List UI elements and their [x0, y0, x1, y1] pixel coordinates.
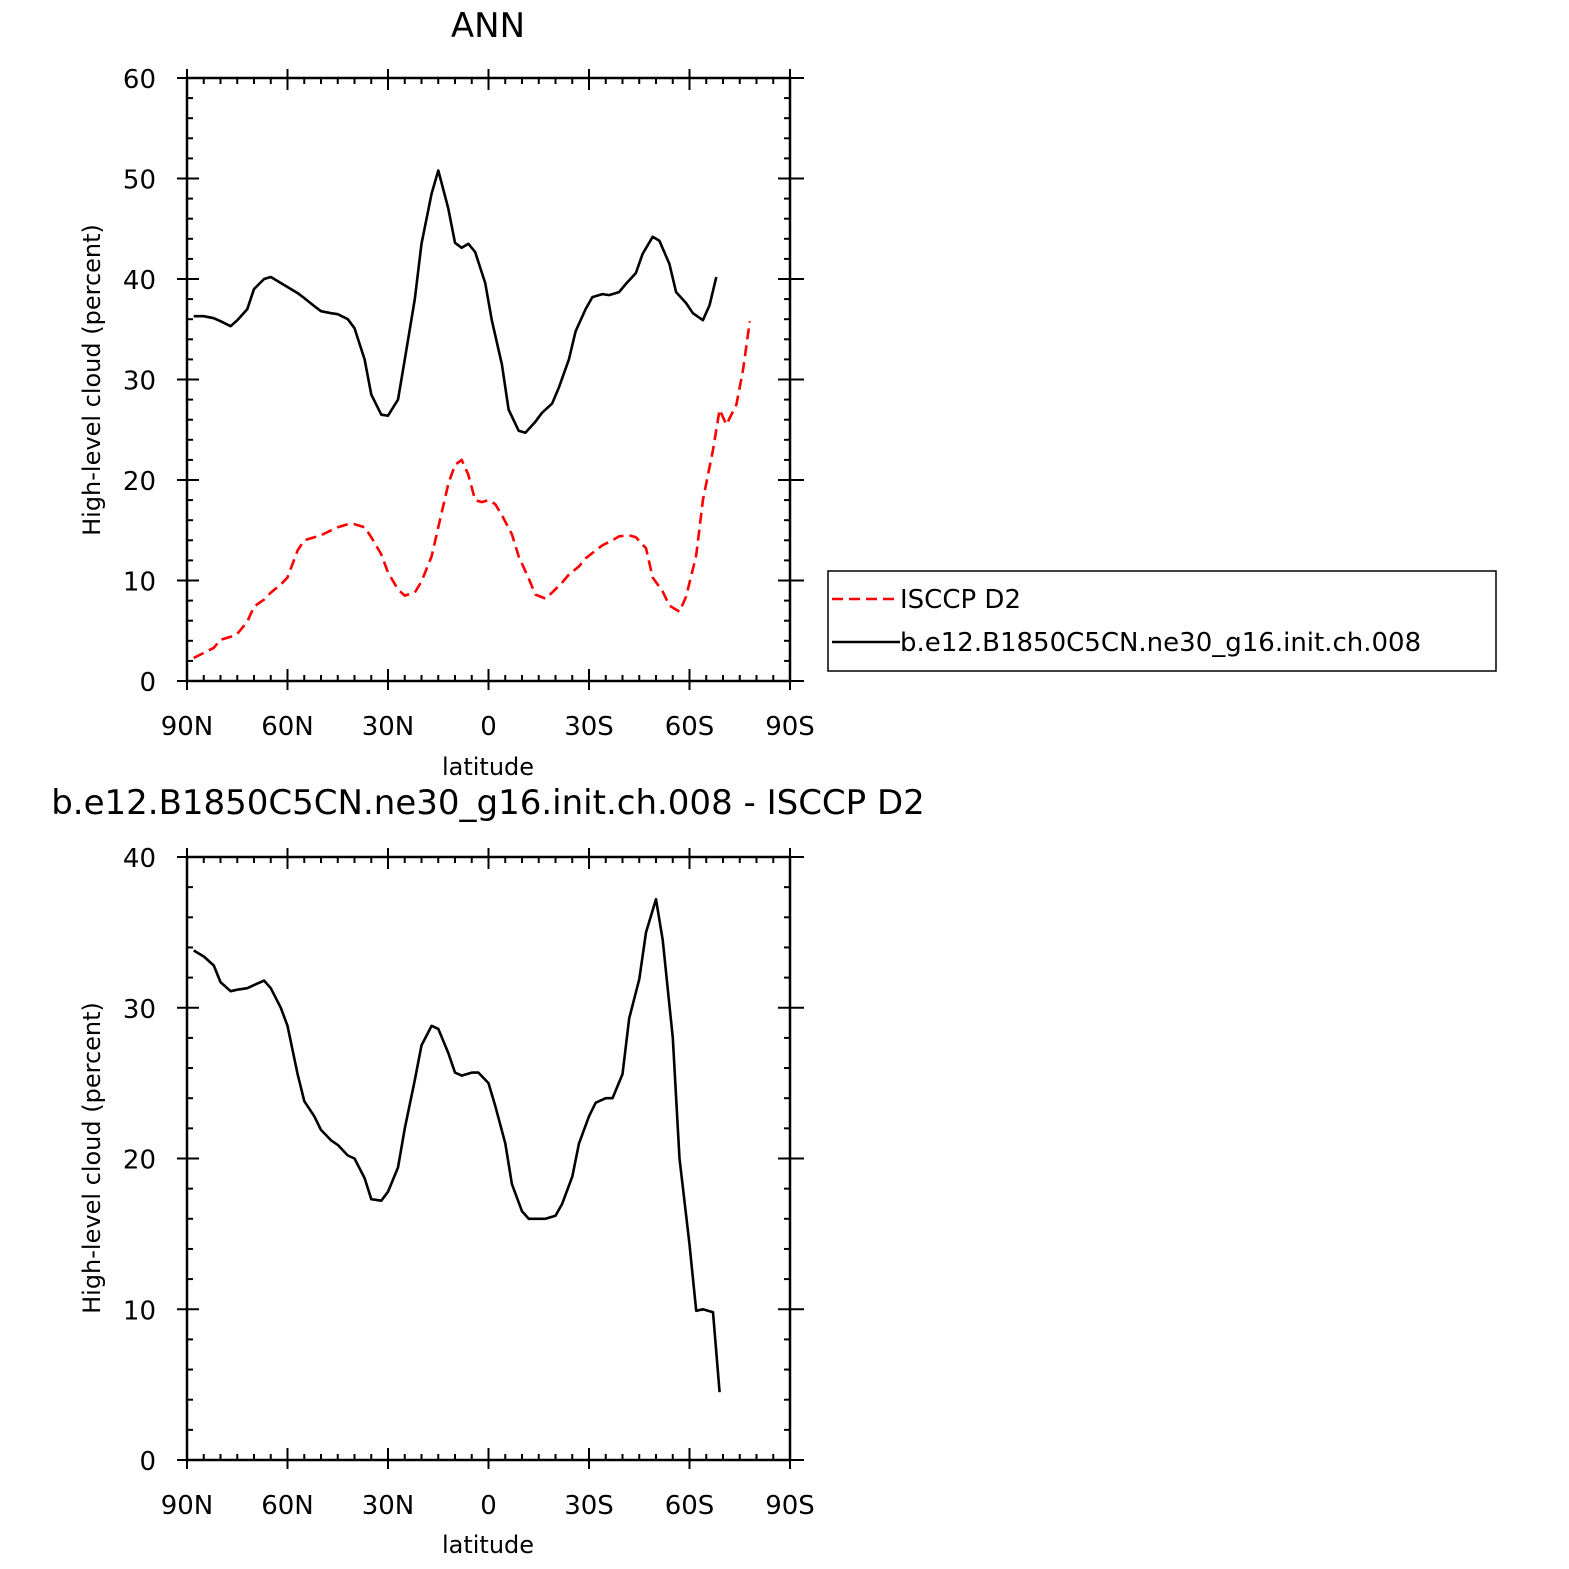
y-tick-label: 40 [123, 266, 156, 296]
top-panel: ANN High-level cloud (percent) latitude … [78, 6, 1497, 781]
series-line-b-e12-b1850c5cn-ne30-g16-init-ch-008 [193, 169, 718, 435]
y-tick-label: 30 [123, 995, 156, 1025]
y-tick-label: 30 [123, 367, 156, 397]
x-tick-label: 30N [362, 1491, 415, 1521]
chart-title: b.e12.B1850C5CN.ne30_g16.init.ch.008 - I… [51, 783, 925, 823]
y-tick-label: 40 [123, 844, 156, 874]
y-axis-label: High-level cloud (percent) [78, 224, 106, 536]
legend-box [827, 570, 1497, 672]
legend: ISCCP D2 b.e12.B1850C5CN.ne30_g16.init.c… [827, 570, 1497, 672]
x-axis-label: latitude [442, 1531, 534, 1559]
x-tick-label: 30S [564, 712, 614, 742]
y-tick-label: 10 [123, 1296, 156, 1326]
plot-frame [185, 76, 792, 683]
y-axis-label: High-level cloud (percent) [78, 1002, 106, 1314]
x-tick-label: 0 [480, 1491, 497, 1521]
x-tick-label: 90N [161, 712, 214, 742]
x-tick-label: 90S [765, 712, 815, 742]
legend-label-isccp: ISCCP D2 [900, 585, 1021, 615]
y-tick-label: 20 [123, 1146, 156, 1176]
y-tick-label: 50 [123, 166, 156, 196]
x-axis-label: latitude [442, 753, 534, 781]
bottom-panel: b.e12.B1850C5CN.ne30_g16.init.ch.008 - I… [51, 783, 925, 1559]
x-tick-label: 60S [665, 712, 715, 742]
x-tick-label: 60N [261, 1491, 314, 1521]
plot-frame [185, 855, 792, 1462]
chart-title: ANN [451, 6, 525, 46]
y-tick-label: 0 [139, 668, 156, 698]
y-tick-label: 10 [123, 568, 156, 598]
x-tick-label: 90N [161, 1491, 214, 1521]
x-tick-label: 90S [765, 1491, 815, 1521]
x-tick-label: 0 [480, 712, 497, 742]
y-tick-label: 60 [123, 65, 156, 95]
x-tick-label: 30S [564, 1491, 614, 1521]
y-tick-label: 0 [139, 1447, 156, 1477]
x-tick-label: 60N [261, 712, 314, 742]
y-tick-label: 20 [123, 467, 156, 497]
x-tick-label: 60S [665, 1491, 715, 1521]
x-tick-label: 30N [362, 712, 415, 742]
legend-label-model: b.e12.B1850C5CN.ne30_g16.init.ch.008 [900, 628, 1421, 658]
series-line-isccp-d2 [193, 321, 752, 660]
series-line-difference [193, 897, 721, 1393]
